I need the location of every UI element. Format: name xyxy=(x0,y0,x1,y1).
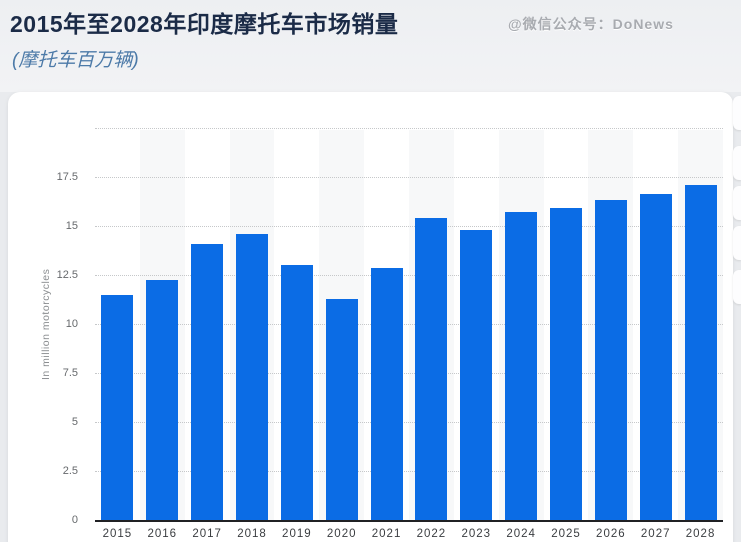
bar-2020[interactable] xyxy=(325,298,358,520)
y-tick-label: 5 xyxy=(71,416,78,428)
bar-2019[interactable] xyxy=(280,265,313,520)
bar-2015[interactable] xyxy=(101,294,134,520)
x-tick-label-2018: 2018 xyxy=(237,528,267,540)
x-tick-label-2016: 2016 xyxy=(147,528,178,540)
y-tick-label: 15 xyxy=(65,220,78,232)
x-axis-line xyxy=(95,520,723,522)
edge-pill-3 xyxy=(733,226,741,260)
y-tick-label: 7.5 xyxy=(62,367,78,379)
x-tick-label-2020: 2020 xyxy=(326,528,357,540)
bar-2027[interactable] xyxy=(639,193,672,520)
gridline-17.5 xyxy=(95,177,723,178)
edge-pill-1 xyxy=(733,146,741,180)
clipped-edge-widget xyxy=(733,0,741,542)
x-tick-label-2024: 2024 xyxy=(506,528,536,540)
gridline-10 xyxy=(95,324,723,325)
x-tick-label-2027: 2027 xyxy=(640,528,671,540)
bar-2016[interactable] xyxy=(146,279,179,520)
bar-2025[interactable] xyxy=(550,208,582,520)
gridline-7.5 xyxy=(95,373,723,374)
bar-chart-plot-area: 0 2.5 5 7.5 10 12.5 15 17.5 2015 2016 2017 2018 2019… xyxy=(8,92,733,542)
bar-2026[interactable] xyxy=(594,199,627,520)
gridline-15 xyxy=(95,226,723,227)
x-tick-label-2019: 2019 xyxy=(282,528,312,540)
gridline-5 xyxy=(95,422,723,423)
page-subtitle: (摩托车百万辆) xyxy=(12,50,139,71)
chart-header: 2015年至2028年印度摩托车市场销量 @微信公众号：DoNews (摩托车百… xyxy=(0,0,741,92)
x-tick-label-2017: 2017 xyxy=(192,528,222,540)
bar-2022[interactable] xyxy=(415,218,448,520)
y-tick-label: 10 xyxy=(65,318,78,330)
x-tick-label-2025: 2025 xyxy=(551,528,581,540)
chart-card: In million motorcycles 0 2.5 5 7.5 10 12.5 15 1… xyxy=(8,92,733,542)
x-tick-label-2021: 2021 xyxy=(371,528,402,540)
y-tick-label: 17.5 xyxy=(56,171,78,183)
x-tick-label-2028: 2028 xyxy=(685,528,716,540)
gridline-2.5 xyxy=(95,471,723,472)
edge-pill-4 xyxy=(733,270,741,304)
bar-2017[interactable] xyxy=(191,243,224,520)
bar-2024[interactable] xyxy=(505,212,538,520)
x-tick-label-2015: 2015 xyxy=(102,528,133,540)
bar-2021[interactable] xyxy=(370,268,403,520)
x-tick-label-2022: 2022 xyxy=(416,528,447,540)
x-tick-label-2026: 2026 xyxy=(596,528,626,540)
bar-2018[interactable] xyxy=(236,233,268,520)
x-tick-label-2023: 2023 xyxy=(461,528,492,540)
y-tick-label: 2.5 xyxy=(62,465,78,477)
watermark-text: @微信公众号：DoNews xyxy=(508,16,674,32)
edge-pill-2 xyxy=(733,186,741,220)
y-tick-label: 12.5 xyxy=(56,269,78,281)
page-title: 2015年至2028年印度摩托车市场销量 xyxy=(10,11,399,37)
bar-2028[interactable] xyxy=(684,184,717,520)
edge-pill-0 xyxy=(733,96,741,130)
y-tick-label: 0 xyxy=(71,514,78,526)
gridline-20 xyxy=(95,128,723,129)
bar-2023[interactable] xyxy=(460,229,493,520)
gridline-12.5 xyxy=(95,275,723,276)
